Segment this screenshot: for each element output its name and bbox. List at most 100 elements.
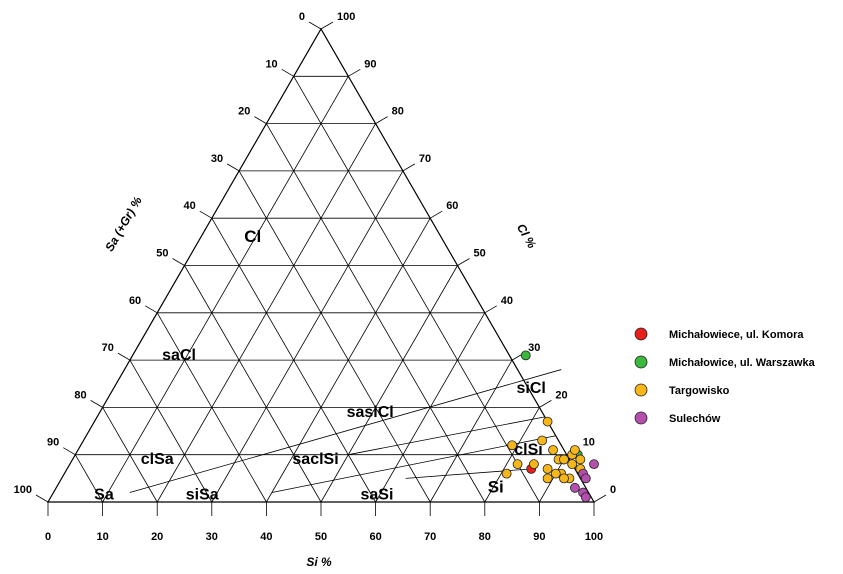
tick-label-left: 30: [211, 153, 223, 165]
tick-mark-left: [144, 305, 158, 314]
tick-mark-left: [281, 68, 294, 77]
tick-label-right: 30: [528, 342, 540, 354]
tick-label-bottom: 90: [533, 531, 545, 543]
grid-line-sa: [293, 76, 540, 503]
tick-mark-left: [35, 494, 49, 503]
legend-marker: [634, 383, 648, 397]
tick-mark-left: [63, 447, 76, 456]
tick-label-left: 100: [14, 484, 32, 496]
data-point: [559, 473, 569, 484]
tick-label-left: 0: [299, 11, 305, 23]
region-label-sasi: saSi: [361, 487, 394, 504]
legend-label: Sulechów: [669, 413, 721, 425]
tick-label-right: 50: [474, 248, 486, 260]
tick-label-left: 50: [156, 248, 168, 260]
tick-label-right: 10: [583, 437, 595, 449]
tick-label-left: 20: [238, 106, 250, 118]
grid-line-sa: [238, 170, 431, 503]
legend: Michałowiece, ul. Komora Michałowice, ul.…: [634, 327, 816, 425]
texture-class-boundaries: [129, 369, 562, 493]
data-point: [542, 473, 553, 484]
region-label-sicl: siCl: [517, 380, 546, 397]
data-point: [548, 445, 558, 455]
tick-label-bottom: 40: [260, 531, 272, 543]
grid-line-sa: [129, 359, 213, 503]
data-point: [569, 445, 580, 455]
tick-label-bottom: 100: [585, 531, 603, 543]
tick-label-right: 70: [419, 153, 431, 165]
tick-label-bottom: 30: [206, 531, 218, 543]
data-point: [575, 454, 586, 465]
tick-mark-right: [457, 258, 470, 266]
class-boundary-line: [129, 369, 562, 493]
tick-mark-right: [320, 21, 334, 30]
tick-mark-right: [402, 163, 416, 172]
tick-label-right: 100: [337, 11, 355, 23]
grid-line-sa: [184, 265, 322, 503]
tick-mark-right: [593, 494, 607, 503]
data-point: [567, 459, 578, 470]
class-boundary-line: [405, 468, 532, 479]
legend-label: Michałowiece, ul. Komora: [669, 329, 804, 341]
texture-class-labels: Cl saCl siCl sasiCl clSi clSa saclSi Sa siSa saSi…: [94, 227, 546, 504]
axis-title-cl: Cl %: [514, 221, 539, 251]
legend-marker: [634, 355, 648, 369]
tick-label-right: 60: [446, 200, 458, 212]
tick-mark-left: [308, 21, 322, 30]
tick-label-bottom: 0: [45, 531, 51, 543]
tick-label-right: 90: [364, 58, 376, 70]
legend-marker: [634, 327, 648, 341]
tick-mark-left: [254, 116, 267, 124]
grid-line-sa: [156, 312, 267, 503]
tick-mark-right: [429, 210, 443, 219]
data-points: [501, 350, 599, 503]
tick-mark-right: [484, 305, 498, 314]
data-point: [569, 482, 580, 493]
tick-label-bottom: 20: [151, 531, 163, 543]
grid-line-si: [211, 170, 404, 503]
grid-line-si: [320, 265, 458, 503]
data-point: [537, 435, 548, 446]
tick-mark-right: [375, 116, 388, 124]
tick-label-bottom: 80: [479, 531, 491, 543]
tick-mark-right: [348, 68, 361, 77]
class-boundary-line: [348, 416, 545, 456]
tick-mark-left: [172, 258, 185, 266]
grid-line-sa: [102, 407, 158, 503]
data-point: [529, 459, 539, 470]
legend-label: Michałowice, ul. Warszawka: [669, 357, 816, 369]
grid-line-sa: [266, 123, 486, 503]
data-point: [589, 459, 599, 470]
region-label-clsa: clSa: [141, 451, 174, 468]
region-label-sasicl: sasiCl: [347, 404, 394, 421]
data-point: [501, 468, 512, 479]
tick-mark-left: [117, 352, 131, 361]
tick-label-bottom: 50: [315, 531, 327, 543]
data-point: [580, 492, 591, 503]
data-point: [512, 459, 523, 470]
tick-label-right: 20: [555, 389, 567, 401]
region-label-si: Si: [488, 478, 504, 497]
data-point: [507, 440, 517, 451]
tick-label-right: 80: [392, 106, 404, 118]
tick-mark-right: [539, 400, 552, 408]
tick-label-left: 10: [265, 58, 277, 70]
tick-label-left: 80: [74, 389, 86, 401]
data-point: [542, 463, 553, 474]
tick-mark-left: [90, 400, 103, 408]
legend-label: Targowisko: [669, 385, 730, 397]
tick-label-left: 40: [184, 200, 196, 212]
data-point: [542, 416, 553, 427]
axis-title-sa: Sa (+Gr) %: [102, 194, 145, 254]
data-point: [550, 468, 561, 479]
tick-label-bottom: 60: [369, 531, 381, 543]
region-label-cl: Cl: [244, 227, 261, 246]
region-label-sisa: siSa: [186, 487, 219, 504]
tick-label-left: 70: [102, 342, 114, 354]
data-point: [559, 454, 569, 465]
axis-title-si: Si %: [306, 555, 332, 569]
tick-label-bottom: 10: [96, 531, 108, 543]
tick-label-left: 60: [129, 295, 141, 307]
